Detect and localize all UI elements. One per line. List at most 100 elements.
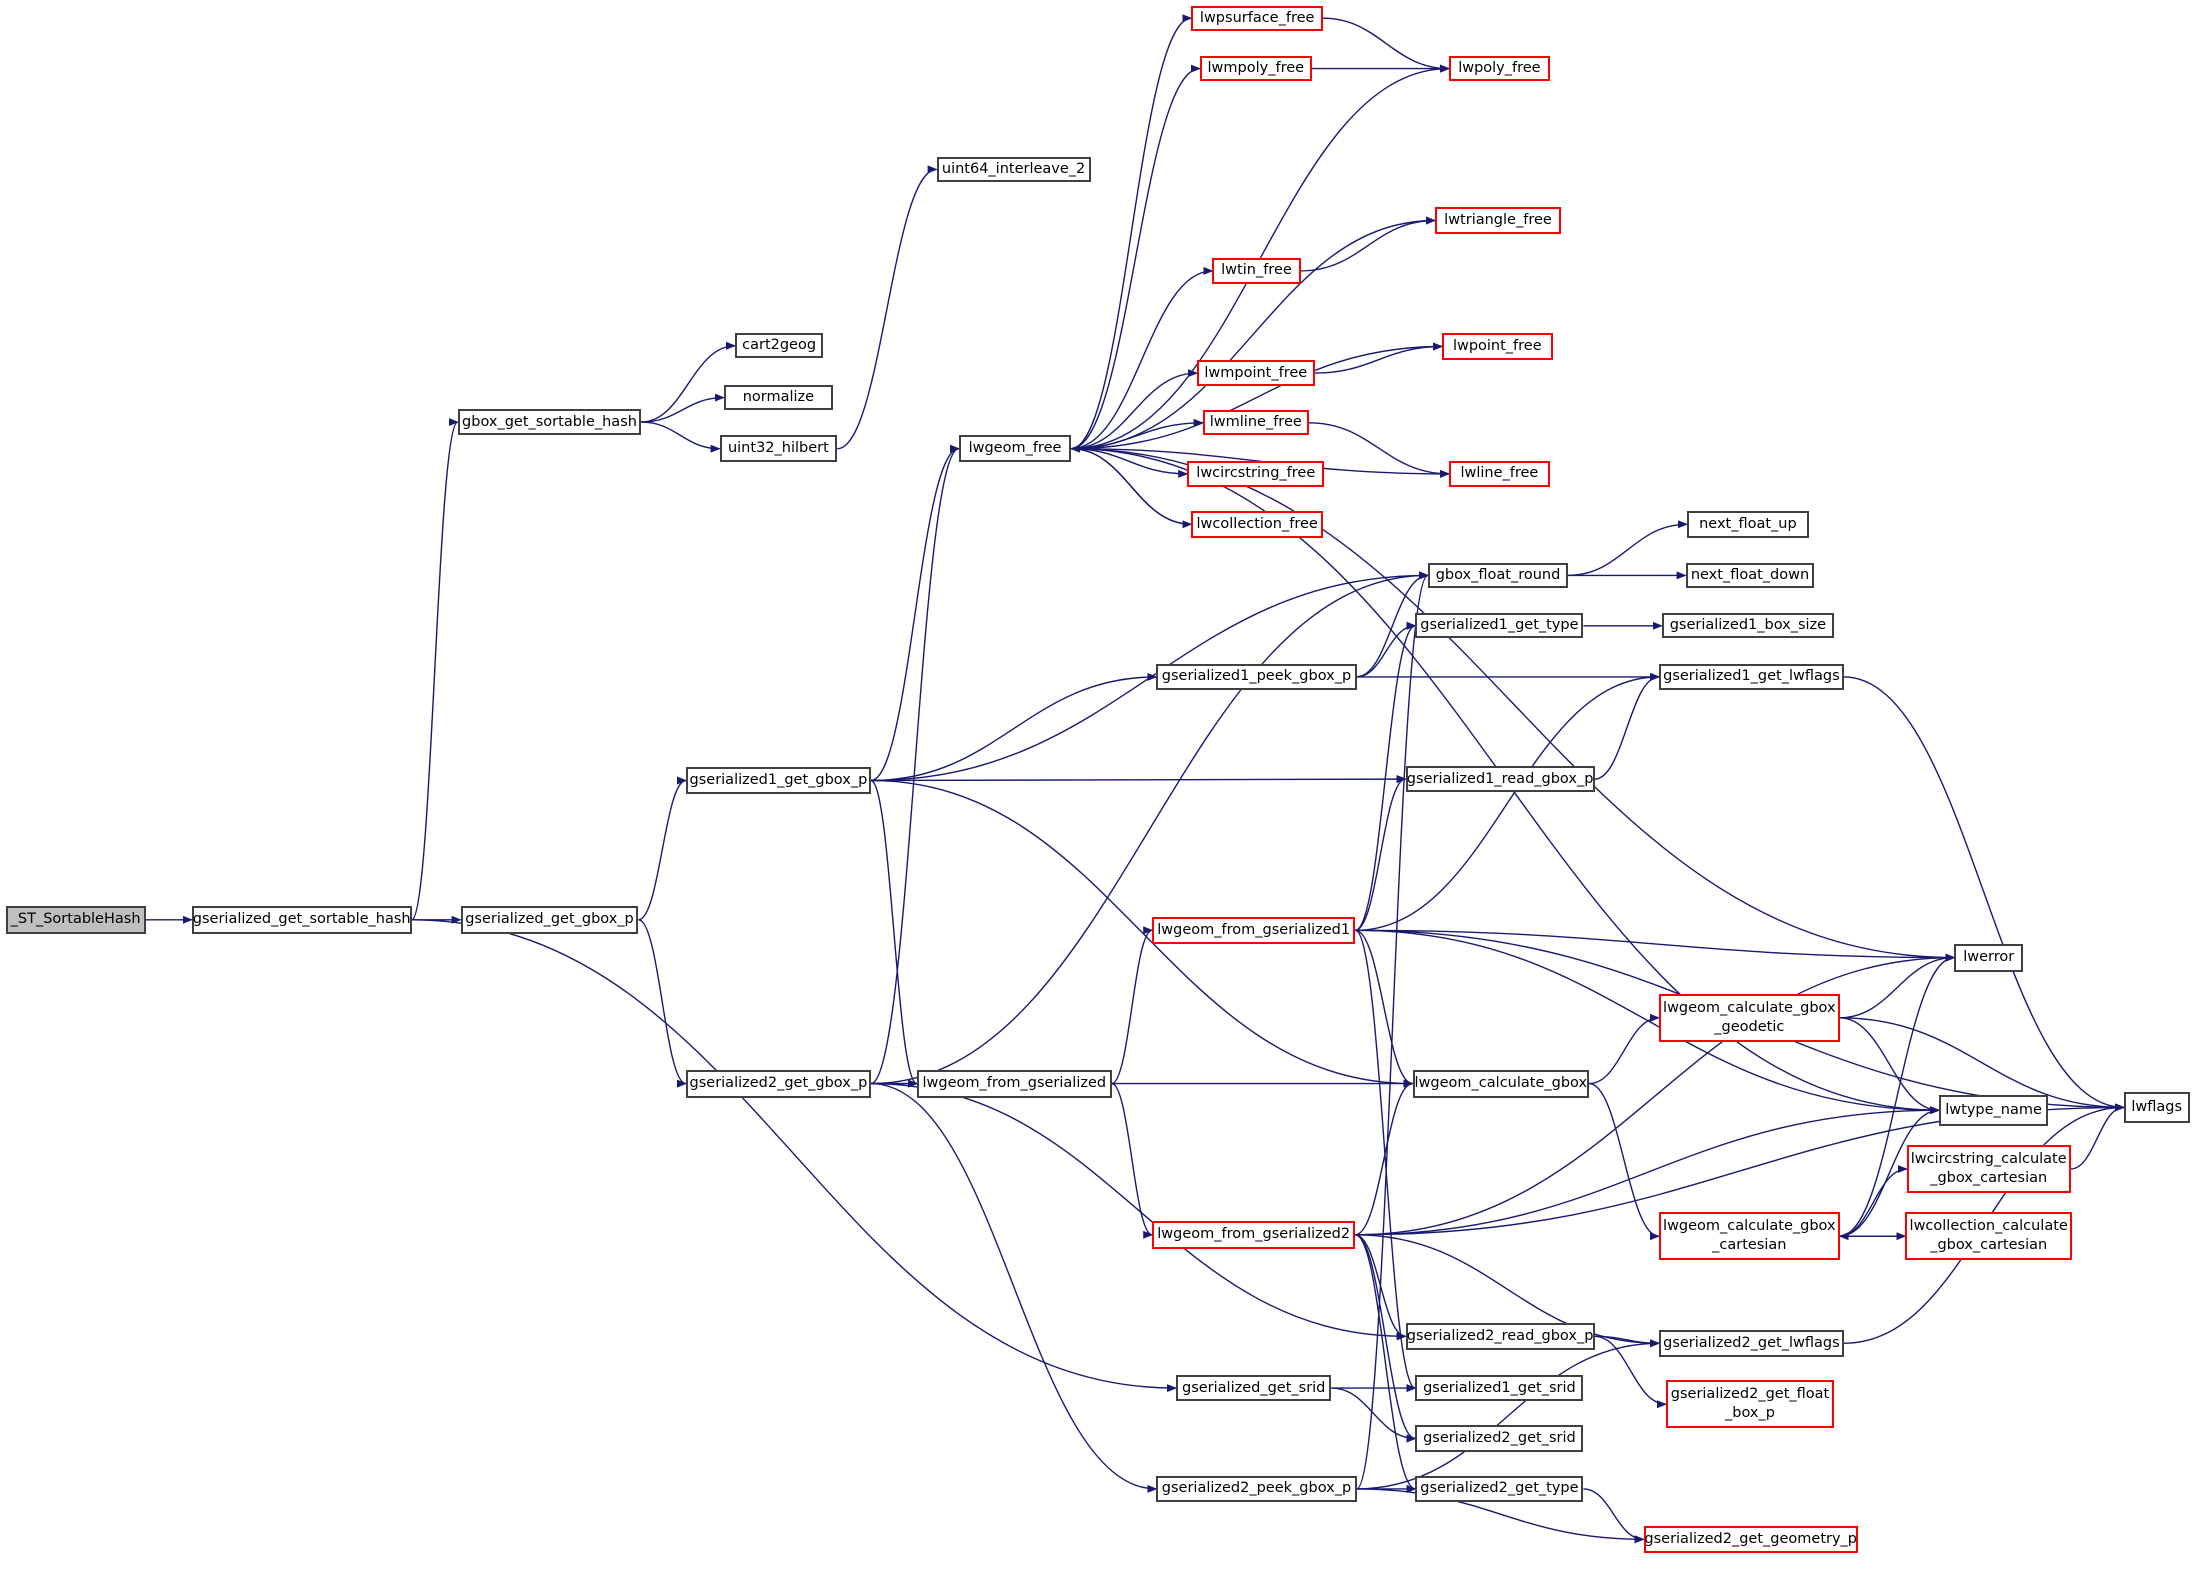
edge-u32-to-u64 [837,165,938,450]
node-lwgeom-from-gserialized[interactable]: lwgeom_from_gserialized [917,1069,1112,1098]
node-gserialized-get-sortable-hash[interactable]: gserialized_get_sortable_hash [191,905,412,934]
edge-gbsh-to-u32 [641,421,721,453]
node-lwerror[interactable]: lwerror [1954,943,2023,972]
node-lwgeom-from-gserialized2[interactable]: lwgeom_from_gserialized2 [1152,1220,1356,1249]
node-lwcircstring-free[interactable]: lwcircstring_free [1187,460,1325,488]
node-uint64-interleave-2[interactable]: uint64_interleave_2 [936,156,1091,182]
node-gserialized1-box-size[interactable]: gserialized1_box_size [1661,613,1834,639]
edge-g1gb-to-lcg [870,779,1414,1088]
node-lwtype-name[interactable]: lwtype_name [1939,1094,2049,1126]
edge-lfree-to-mlf [1070,418,1204,450]
node-lwgeom-calculate-gbox-cartesian[interactable]: lwgeom_calculate_gbox _cartesian [1659,1212,1840,1260]
edge-lfg1-to-g1sr [1354,929,1417,1392]
edge-lfg1-to-g1lf [1355,672,1660,931]
node-lwpsurface-free[interactable]: lwpsurface_free [1191,5,1323,31]
edge-lfree-to-psf [1070,14,1193,450]
node-gserialized1-get-srid[interactable]: gserialized1_get_srid [1415,1374,1584,1402]
edge-lfg1-to-err [1355,929,1956,962]
edge-g1rd-to-g1lf [1594,672,1660,780]
edge-lfg2-to-ltn [1355,1106,1940,1236]
node-lwcollection-free[interactable]: lwcollection_free [1191,511,1323,538]
node-gserialized2-peek-gbox-p[interactable]: gserialized2_peek_gbox_p [1156,1475,1357,1503]
edge-g2pk-to-g2gp [1356,1488,1645,1544]
node-gserialized2-get-float-box-p[interactable]: gserialized2_get_float _box_p [1666,1380,1834,1428]
edge-geod-to-ltn [1839,1017,1940,1115]
edge-lcg-to-geod [1588,1013,1660,1085]
edge-geod-to-flg [1839,1017,2125,1112]
node-gbox-float-round[interactable]: gbox_float_round [1428,562,1568,588]
edge-lfg2-to-g2t [1354,1234,1417,1493]
edge-lcg-to-cart [1588,1082,1660,1241]
node-gbox-get-sortable-hash[interactable]: gbox_get_sortable_hash [457,408,642,436]
edge-psf-to-pf [1322,17,1450,73]
edge-g2t-to-g2gp [1583,1488,1645,1544]
edge-lfg-to-lfg1 [1111,926,1154,1085]
node-gserialized1-read-gbox-p[interactable]: gserialized1_read_gbox_p [1405,765,1595,793]
node-gserialized-get-gbox-p[interactable]: gserialized_get_gbox_p [460,905,639,934]
edge-g1gb-to-lfree [870,444,960,782]
node-lwcollection-calculate-gbox-cartesian[interactable]: lwcollection_calculate _gbox_cartesian [1905,1212,2072,1260]
edge-gbsh-to-c2g [641,341,736,423]
node-next-float-down[interactable]: next_float_down [1685,562,1815,588]
node-lwgeom-free[interactable]: lwgeom_free [959,435,1071,462]
edge-g2rd-to-g2lf [1594,1335,1660,1348]
node-gserialized1-get-lwflags[interactable]: gserialized1_get_lwflags [1659,663,1844,691]
edge-gsr-to-g2sr [1331,1387,1417,1443]
node-lwgeom-calculate-gbox[interactable]: lwgeom_calculate_gbox [1412,1069,1589,1098]
node-lwgeom-calculate-gbox-geodetic[interactable]: lwgeom_calculate_gbox _geodetic [1659,994,1840,1042]
node-lwgeom-from-gserialized1[interactable]: lwgeom_from_gserialized1 [1152,917,1356,944]
edge-lfree-to-mpf [1070,64,1201,450]
edge-lfg1-to-g1t [1354,621,1417,931]
edge-g1pk-to-g1t [1356,621,1417,678]
edge-g1gb-to-gfr [870,571,1429,782]
node-gserialized2-get-geometry-p[interactable]: gserialized2_get_geometry_p [1643,1526,1858,1553]
node-gserialized2-get-type[interactable]: gserialized2_get_type [1415,1475,1584,1503]
edge-csc-to-flg [2070,1103,2125,1170]
edge-ggb-to-g1gb [638,776,687,921]
node-normalize[interactable]: normalize [723,385,833,411]
node-lwtin-free[interactable]: lwtin_free [1212,257,1301,285]
edge-lfree-to-trf [1070,216,1436,450]
edge-g1gb-to-g1pk [870,672,1158,782]
edge-lfg2-to-g2sr [1354,1234,1417,1443]
edge-g1lf-to-flg [1843,676,2125,1112]
edge-geod-to-err [1839,953,1956,1019]
node-gserialized2-get-lwflags[interactable]: gserialized2_get_lwflags [1659,1330,1844,1357]
edge-g2gb-to-gfr [870,571,1429,1085]
node-lwline-free[interactable]: lwline_free [1449,460,1550,488]
node-lwpoly-free[interactable]: lwpoly_free [1449,56,1550,82]
node-gserialized-get-srid[interactable]: gserialized_get_srid [1176,1374,1332,1402]
node-gserialized1-peek-gbox-p[interactable]: gserialized1_peek_gbox_p [1156,663,1357,691]
edge-gsh-to-gbsh [410,418,459,921]
edge-g2gb-to-g2pk [870,1082,1158,1493]
node-next-float-up[interactable]: next_float_up [1687,511,1809,538]
node-gserialized2-get-gbox-p[interactable]: gserialized2_get_gbox_p [686,1069,871,1098]
edge-lfg1-to-g1rd [1354,775,1407,931]
edge-lfg2-to-g2lf [1355,1234,1660,1348]
edge-tinf-to-trf [1300,216,1436,272]
node-gserialized2-read-gbox-p[interactable]: gserialized2_read_gbox_p [1405,1323,1595,1350]
edge-lfree-to-tinf [1070,266,1214,450]
node-gserialized1-get-type[interactable]: gserialized1_get_type [1415,613,1584,639]
edge-colf-to-lfree [1070,444,1192,525]
edge-gsh-to-gsr [411,919,1177,1393]
edge-g1gb-to-lfg [870,779,918,1088]
node-lwflags[interactable]: lwflags [2123,1092,2190,1123]
edge-g1gb-to-g1rd [870,775,1407,784]
node-lwmline-free[interactable]: lwmline_free [1202,410,1309,436]
node-lwcircstring-calculate-gbox-cartesian[interactable]: lwcircstring_calculate _gbox_cartesian [1906,1145,2071,1193]
node-lwmpoly-free[interactable]: lwmpoly_free [1199,56,1312,82]
node-gserialized2-get-srid[interactable]: gserialized2_get_srid [1415,1425,1584,1452]
edge-gfr-to-nfu [1567,520,1688,577]
node-ST-SortableHash[interactable]: _ST_SortableHash [5,905,146,934]
node-lwpoint-free[interactable]: lwpoint_free [1442,333,1553,360]
node-lwmpoint-free[interactable]: lwmpoint_free [1197,359,1315,387]
edge-ggb-to-g2gb [638,919,687,1088]
node-lwtriangle-free[interactable]: lwtriangle_free [1435,207,1561,234]
node-gserialized1-get-gbox-p[interactable]: gserialized1_get_gbox_p [686,767,871,794]
node-uint32-hilbert[interactable]: uint32_hilbert [719,435,838,462]
edge-lfree-to-ptf [1070,342,1443,450]
node-cart2geog[interactable]: cart2geog [735,333,824,359]
